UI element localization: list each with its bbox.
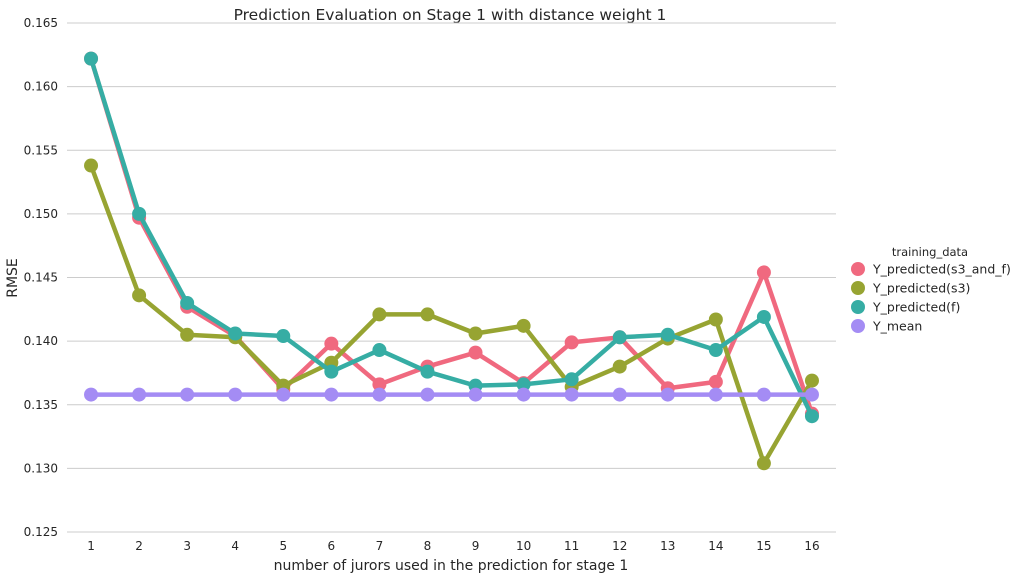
gridlines	[67, 22, 836, 533]
x-tick-label: 16	[804, 539, 819, 553]
x-tick-label: 13	[660, 539, 675, 553]
y-tick-label: 0.155	[24, 143, 58, 157]
series-line	[88, 56, 815, 416]
data-point	[468, 326, 483, 341]
data-point	[132, 206, 147, 221]
chart-title: Prediction Evaluation on Stage 1 with di…	[234, 6, 667, 24]
series-line	[88, 56, 815, 419]
data-point	[180, 327, 195, 342]
y-tick-label: 0.145	[24, 271, 58, 285]
data-point	[420, 364, 435, 379]
data-point	[804, 387, 819, 402]
data-point	[756, 387, 771, 402]
data-point	[708, 387, 723, 402]
x-tick-label: 8	[424, 539, 432, 553]
data-point	[516, 387, 531, 402]
legend-marker	[851, 262, 865, 276]
data-point	[84, 51, 99, 66]
data-point	[228, 326, 243, 341]
data-point	[372, 343, 387, 358]
x-tick-label: 1	[87, 539, 95, 553]
series-0	[84, 51, 819, 421]
data-point	[132, 288, 147, 303]
y-tick-label: 0.165	[24, 16, 58, 30]
data-point	[756, 456, 771, 471]
data-point	[612, 387, 627, 402]
y-axis-title: RMSE	[5, 258, 21, 298]
x-tick-label: 7	[376, 539, 384, 553]
legend-marker	[851, 319, 865, 333]
data-point	[84, 158, 99, 173]
data-point	[276, 329, 291, 344]
x-tick-label: 12	[612, 539, 627, 553]
x-tick-labels: 1 2 3 4 5 6 7 8 9 10 11 12 13 14 15 16	[87, 539, 819, 553]
x-tick-label: 4	[231, 539, 239, 553]
series-line	[88, 163, 815, 466]
data-point	[420, 387, 435, 402]
data-point	[84, 387, 99, 402]
x-tick-label: 11	[564, 539, 579, 553]
data-point	[564, 335, 579, 350]
data-point	[276, 387, 291, 402]
data-point	[804, 409, 819, 424]
x-tick-label: 14	[708, 539, 723, 553]
data-point	[756, 309, 771, 324]
data-point	[516, 377, 531, 392]
y-tick-labels: 0.125 0.130 0.135 0.140 0.145 0.150 0.155 0.160…	[24, 16, 58, 539]
y-tick-label: 0.140	[24, 334, 58, 348]
data-point	[804, 373, 819, 388]
y-tick-label: 0.150	[24, 207, 58, 221]
legend-marker	[851, 281, 865, 295]
series-layer	[84, 51, 819, 471]
legend-marker	[851, 300, 865, 314]
data-point	[324, 364, 339, 379]
y-tick-label: 0.125	[24, 525, 58, 539]
x-axis-title: number of jurors used in the prediction …	[274, 558, 629, 574]
series-2	[84, 51, 819, 424]
data-point	[420, 307, 435, 322]
x-tick-label: 9	[472, 539, 480, 553]
x-tick-label: 6	[328, 539, 336, 553]
data-point	[132, 387, 147, 402]
data-point	[372, 307, 387, 322]
data-point	[756, 265, 771, 280]
x-tick-label: 10	[516, 539, 531, 553]
data-point	[708, 374, 723, 389]
data-point	[660, 387, 675, 402]
y-tick-label: 0.130	[24, 461, 58, 475]
data-point	[564, 387, 579, 402]
x-tick-label: 2	[135, 539, 143, 553]
data-point	[708, 312, 723, 327]
legend-title: training_data	[892, 245, 968, 259]
data-point	[660, 327, 675, 342]
y-tick-label: 0.160	[24, 80, 58, 94]
x-tick-label: 15	[756, 539, 771, 553]
x-tick-label: 3	[183, 539, 191, 553]
legend-label: Y_predicted(f)	[872, 300, 960, 315]
data-point	[468, 345, 483, 360]
data-point	[372, 387, 387, 402]
data-point	[516, 318, 531, 333]
y-tick-label: 0.135	[24, 398, 58, 412]
data-point	[468, 387, 483, 402]
data-point	[228, 387, 243, 402]
data-point	[564, 372, 579, 387]
data-point	[372, 377, 387, 392]
data-point	[324, 336, 339, 351]
data-point	[324, 387, 339, 402]
legend-label: Y_predicted(s3)	[872, 281, 970, 296]
legend: training_data Y_predicted(s3_and_f) Y_pre…	[851, 245, 1011, 334]
data-point	[180, 387, 195, 402]
data-point	[612, 330, 627, 345]
x-tick-label: 5	[279, 539, 287, 553]
series-1	[84, 158, 819, 471]
data-point	[180, 295, 195, 310]
legend-label: Y_mean	[872, 319, 922, 334]
series-3	[84, 387, 819, 402]
data-point	[612, 359, 627, 374]
legend-label: Y_predicted(s3_and_f)	[872, 262, 1011, 277]
data-point	[708, 343, 723, 358]
